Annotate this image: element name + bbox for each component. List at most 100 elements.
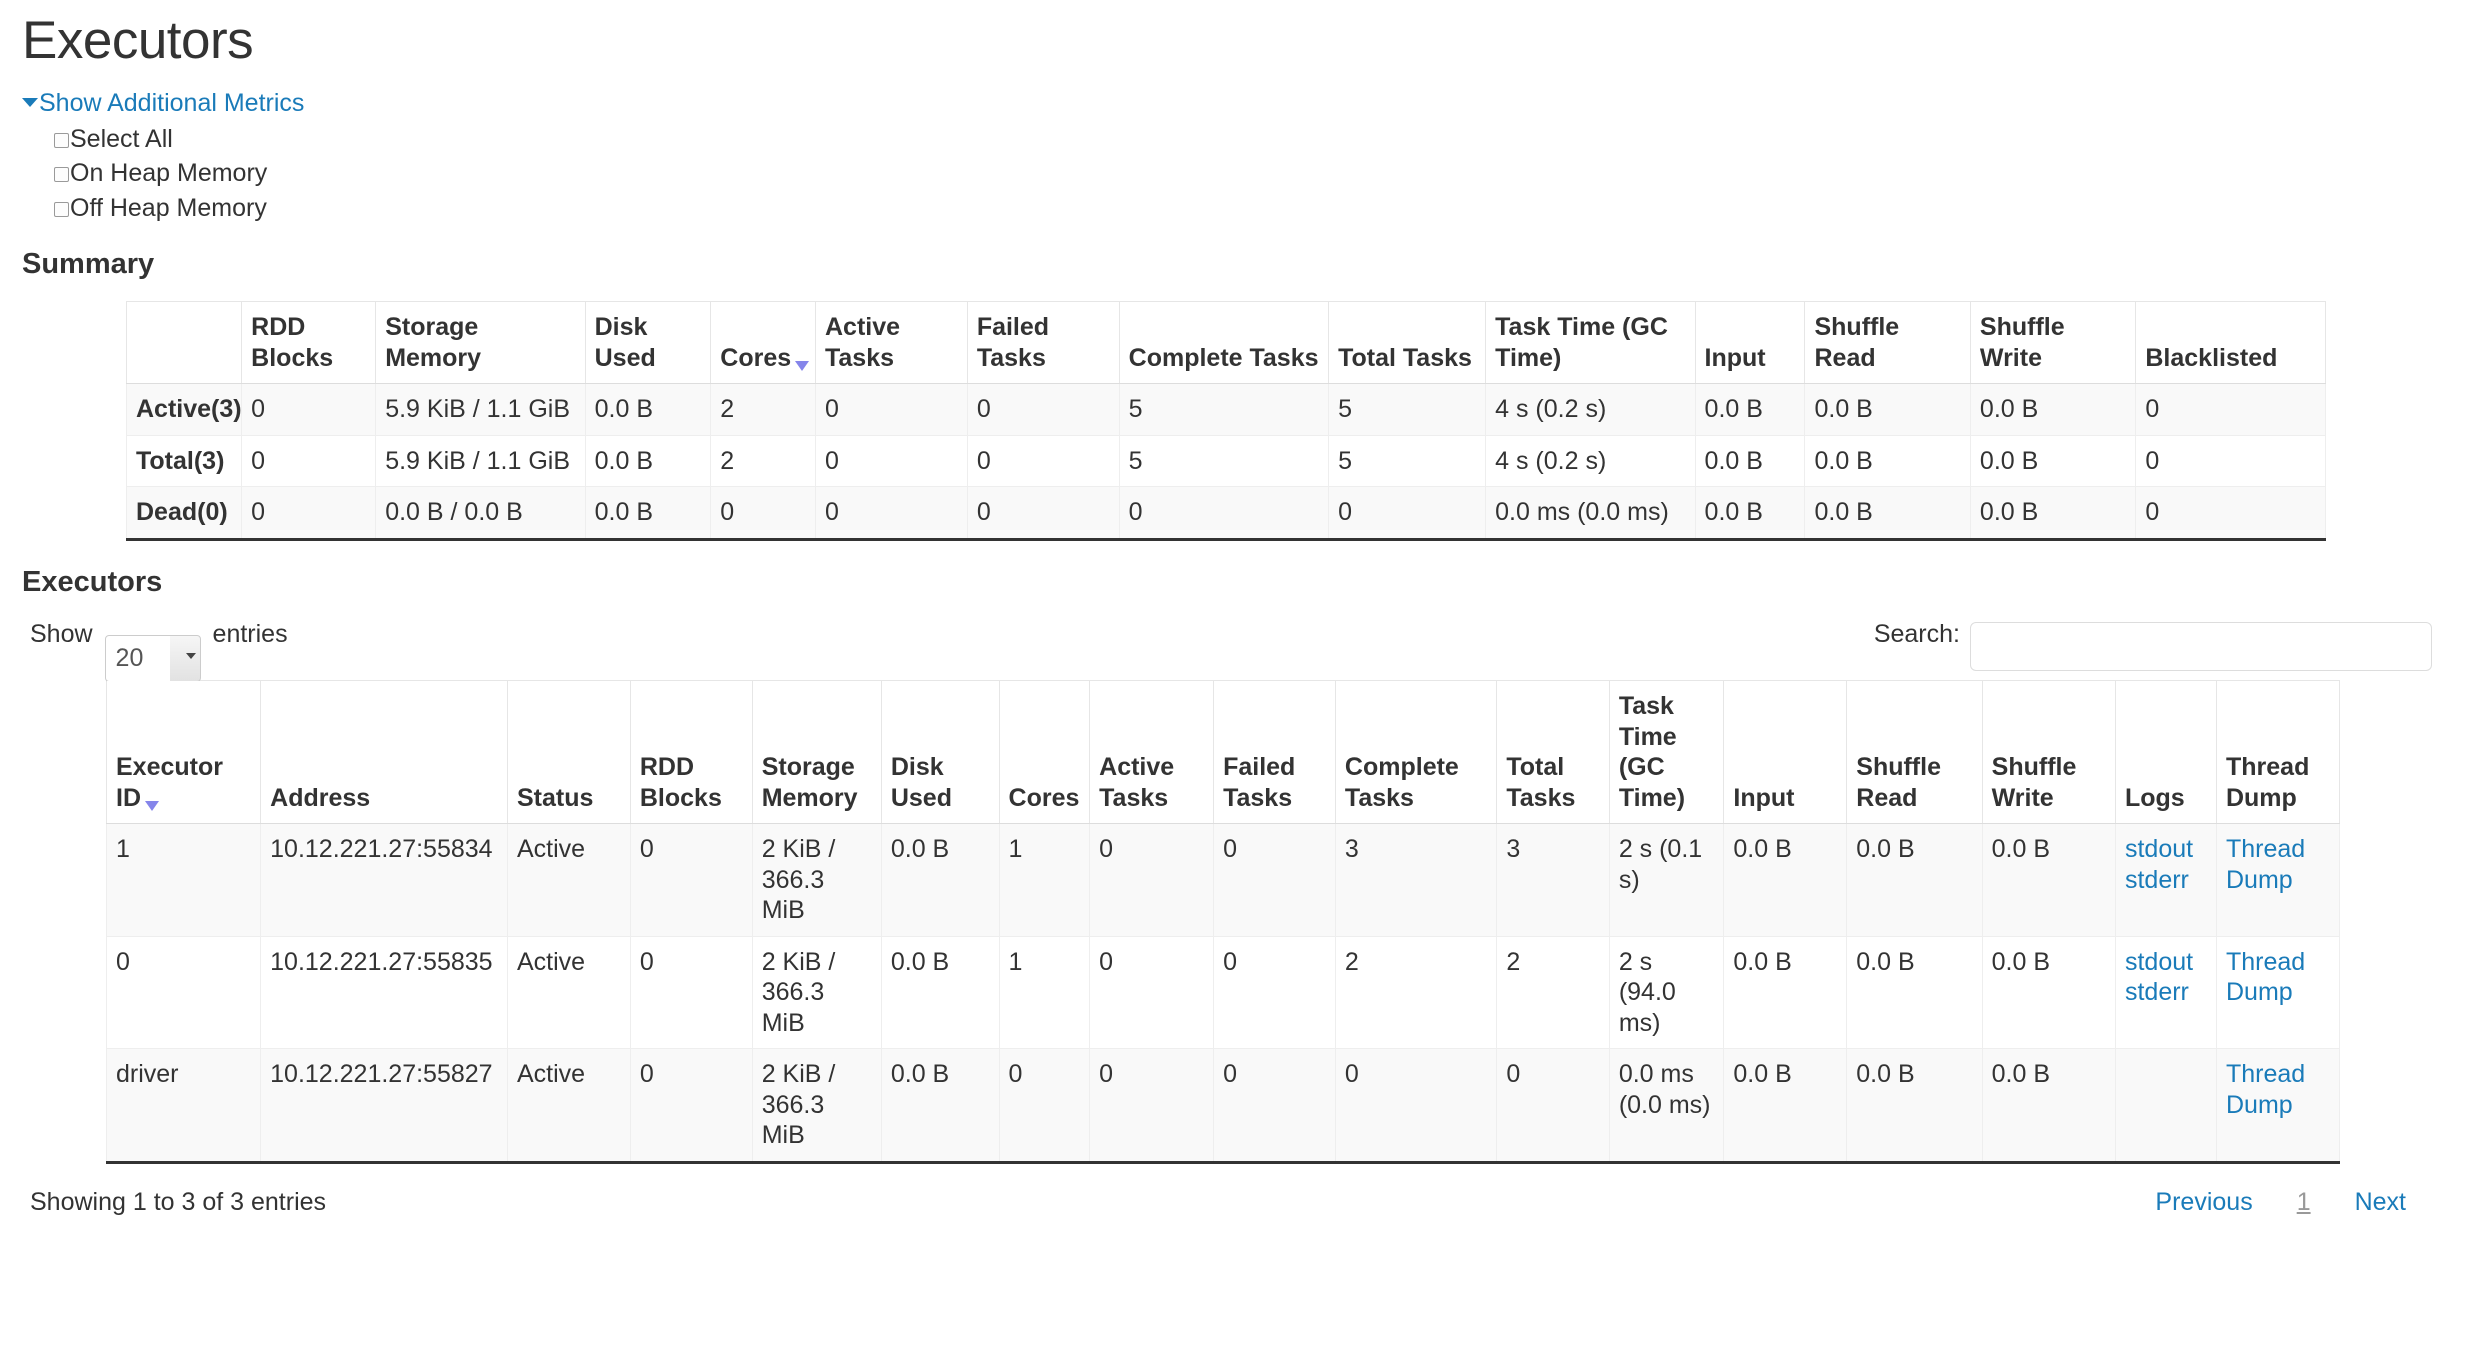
page-number-1-button[interactable]: 1 [2296, 1187, 2311, 1216]
executors-col-executor-id-label: Executor ID [116, 753, 223, 812]
executors-col-shuffle-write[interactable]: Shuffle Write [1981, 680, 2116, 825]
select-all-checkbox[interactable] [54, 132, 69, 148]
summary-cell: 0 [1118, 486, 1330, 540]
cell-disk-used: 0.0 B [880, 1048, 1000, 1163]
cell-storage-memory: 2 KiB / 366.3 MiB [751, 823, 882, 937]
table-row: 0 10.12.221.27:55835 Active 0 2 KiB / 36… [105, 936, 2341, 1050]
executors-footer-wrap: Showing 1 to 3 of 3 entries Previous 1 Nex… [22, 1182, 2466, 1238]
executors-col-address[interactable]: Address [260, 680, 508, 825]
cell-failed-tasks: 0 [1213, 936, 1336, 1050]
cell-input: 0.0 B [1723, 936, 1848, 1050]
cell-rdd-blocks: 0 [629, 1048, 753, 1163]
cell-cores: 1 [998, 936, 1091, 1050]
stdout-link[interactable]: stdout [2124, 835, 2194, 864]
summary-cell: 0.0 B [1969, 486, 2137, 540]
summary-col-task-time[interactable]: Task Time (GC Time) [1485, 301, 1696, 385]
summary-col-cores[interactable]: Cores [710, 301, 816, 385]
summary-cell: 0 [2135, 486, 2326, 540]
cell-input: 0.0 B [1723, 1048, 1848, 1163]
cell-active-tasks: 0 [1089, 936, 1215, 1050]
executors-col-thread-dump[interactable]: Thread Dump [2215, 680, 2341, 825]
executors-col-failed-tasks[interactable]: Failed Tasks [1213, 680, 1336, 825]
summary-cell: 0.0 B / 0.0 B [375, 486, 586, 540]
summary-cell: 0.0 B [1694, 435, 1806, 488]
summary-col-storage-memory[interactable]: Storage Memory [375, 301, 586, 385]
summary-cell: 0.0 B [1804, 486, 1971, 540]
summary-cell: 0 [710, 486, 816, 540]
executors-col-total-tasks[interactable]: Total Tasks [1496, 680, 1610, 825]
cell-status: Active [506, 823, 631, 937]
search-input[interactable] [1970, 622, 2432, 672]
summary-cell: 5 [1118, 383, 1330, 436]
summary-col-total-tasks[interactable]: Total Tasks [1328, 301, 1487, 385]
summary-cell: 0 [814, 435, 968, 488]
cell-failed-tasks: 0 [1213, 823, 1336, 937]
executors-col-complete-tasks[interactable]: Complete Tasks [1334, 680, 1498, 825]
cell-executor-id: 0 [105, 936, 262, 1050]
thread-dump-link[interactable]: Thread Dump [2225, 835, 2306, 894]
summary-col-active-tasks[interactable]: Active Tasks [814, 301, 968, 385]
summary-col-rdd-blocks[interactable]: RDD Blocks [241, 301, 377, 385]
page-title: Executors [22, 11, 254, 70]
summary-col-failed-tasks[interactable]: Failed Tasks [966, 301, 1120, 385]
summary-table-holder: RDD Blocks Storage Memory Disk Used Core… [125, 301, 2326, 541]
summary-col-shuffle-write[interactable]: Shuffle Write [1969, 301, 2137, 385]
executors-col-active-tasks[interactable]: Active Tasks [1089, 680, 1215, 825]
cell-shuffle-read: 0.0 B [1846, 936, 1983, 1050]
summary-col-blank [125, 301, 243, 385]
executors-col-shuffle-read[interactable]: Shuffle Read [1846, 680, 1983, 825]
summary-col-blacklisted[interactable]: Blacklisted [2135, 301, 2326, 385]
on-heap-memory-checkbox[interactable] [54, 167, 69, 183]
executors-col-task-time[interactable]: Task Time (GC Time) [1608, 680, 1725, 825]
executors-col-logs[interactable]: Logs [2114, 680, 2217, 825]
previous-page-button[interactable]: Previous [2155, 1187, 2253, 1216]
stderr-link[interactable]: stderr [2124, 865, 2189, 894]
metric-option-select-all: Select All [54, 122, 2466, 157]
executors-col-disk-used[interactable]: Disk Used [880, 680, 1000, 825]
summary-cell: 0 [966, 383, 1120, 436]
summary-cell: 0.0 ms (0.0 ms) [1485, 486, 1696, 540]
summary-col-disk-used[interactable]: Disk Used [584, 301, 712, 385]
executors-col-status[interactable]: Status [506, 680, 631, 825]
executors-col-cores[interactable]: Cores [998, 680, 1091, 825]
page-length-select-shell[interactable]: 204060100 [99, 632, 207, 682]
executors-header-row: Executor ID Address Status RDD Blocks St… [105, 680, 2341, 825]
executors-col-executor-id[interactable]: Executor ID [105, 680, 262, 825]
executors-col-rdd-blocks[interactable]: RDD Blocks [629, 680, 753, 825]
show-additional-metrics-toggle[interactable]: Show Additional Metrics [22, 90, 304, 116]
cell-status: Active [506, 1048, 631, 1163]
executors-col-storage-memory[interactable]: Storage Memory [751, 680, 882, 825]
stderr-link[interactable]: stderr [2124, 978, 2189, 1007]
summary-col-input[interactable]: Input [1694, 301, 1806, 385]
summary-cell: 5 [1328, 435, 1487, 488]
table-row: 1 10.12.221.27:55834 Active 0 2 KiB / 36… [105, 823, 2341, 937]
summary-col-complete-tasks[interactable]: Complete Tasks [1118, 301, 1330, 385]
summary-col-shuffle-read[interactable]: Shuffle Read [1804, 301, 1971, 385]
show-label: Show [30, 620, 93, 649]
cell-complete-tasks: 0 [1334, 1048, 1498, 1163]
summary-cell: 4 s (0.2 s) [1485, 435, 1696, 488]
summary-table: RDD Blocks Storage Memory Disk Used Core… [125, 301, 2326, 541]
cell-disk-used: 0.0 B [880, 823, 1000, 937]
page-length-select[interactable]: 204060100 [104, 634, 201, 682]
stdout-link[interactable]: stdout [2124, 947, 2194, 976]
thread-dump-link[interactable]: Thread Dump [2225, 947, 2306, 1007]
caret-down-icon [22, 97, 38, 107]
cell-task-time: 0.0 ms (0.0 ms) [1608, 1048, 1725, 1163]
thread-dump-link[interactable]: Thread Dump [2225, 1060, 2306, 1119]
cell-task-time: 2 s (0.1 s) [1608, 823, 1725, 937]
cell-logs: stdout stderr [2114, 823, 2217, 937]
summary-cell: 0 [814, 486, 968, 540]
off-heap-memory-checkbox[interactable] [54, 201, 69, 217]
cell-shuffle-write: 0.0 B [1981, 936, 2116, 1050]
cell-executor-id: driver [105, 1048, 262, 1163]
pagination: Previous 1 Next [2133, 1188, 2428, 1217]
summary-cell: 0 [966, 435, 1120, 488]
summary-cell: 0.0 B [584, 383, 712, 436]
executors-col-input[interactable]: Input [1723, 680, 1848, 825]
cell-input: 0.0 B [1723, 823, 1848, 937]
next-page-button[interactable]: Next [2354, 1187, 2406, 1216]
metric-option-on-heap-memory: On Heap Memory [54, 156, 2466, 191]
summary-cell: 2 [710, 435, 816, 488]
executors-table: Executor ID Address Status RDD Blocks St… [105, 680, 2341, 1164]
